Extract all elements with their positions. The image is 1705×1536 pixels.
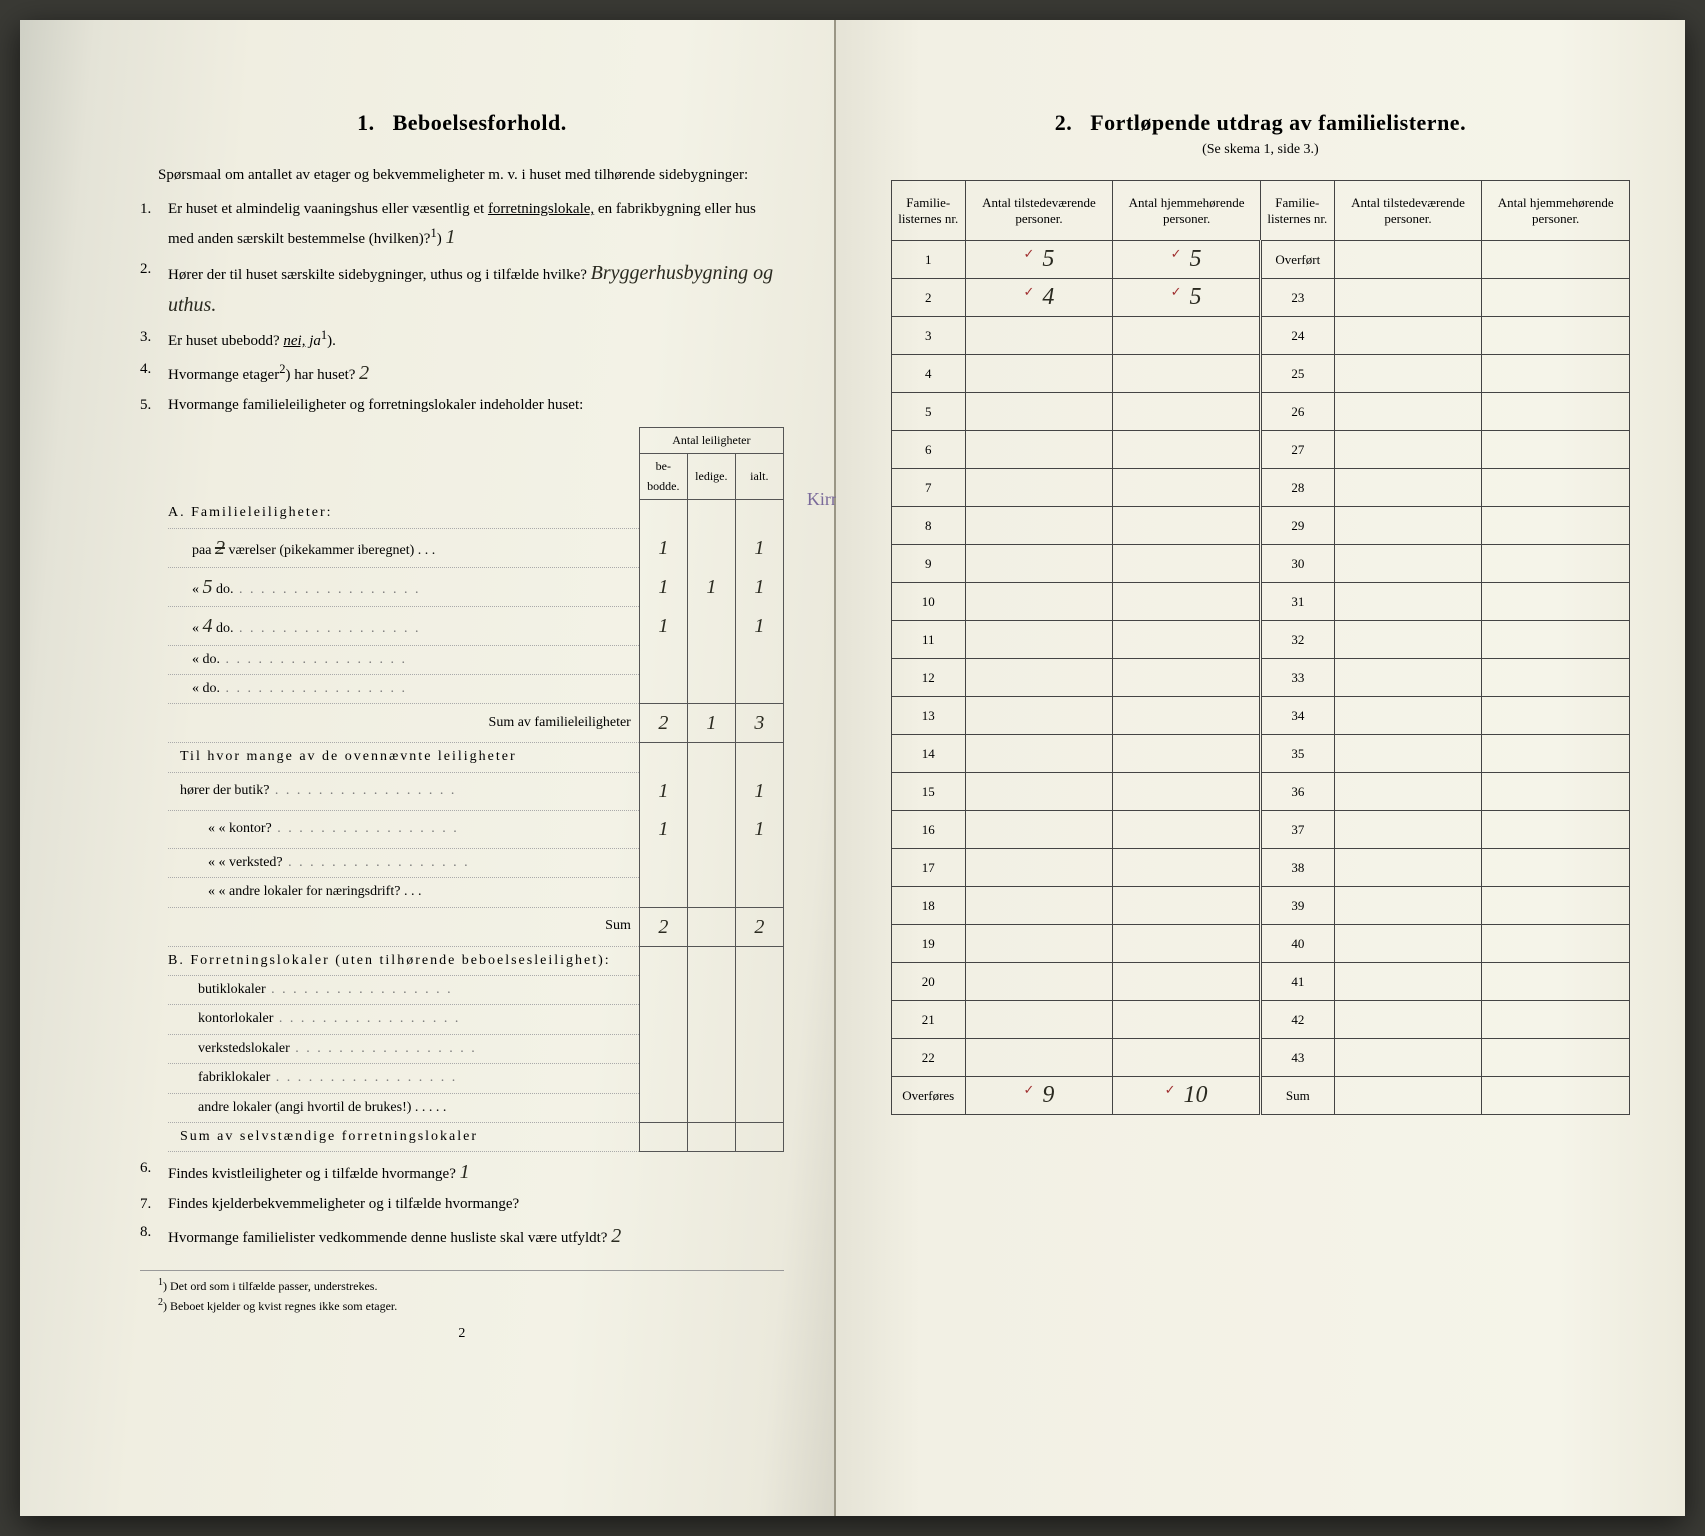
table-row: 728: [891, 469, 1629, 507]
right-subtitle: (Se skema 1, side 3.): [891, 142, 1630, 158]
b-heading: B. Forretningslokaler (uten tilhørende b…: [168, 953, 611, 968]
col-h3: Antal hjemmehørende personer.: [1113, 181, 1261, 241]
q1-underlined: forretningslokale,: [488, 201, 594, 217]
overfores-label: Overføres: [891, 1077, 965, 1115]
table-row: 526: [891, 393, 1629, 431]
a-sum-label: Sum av familieleiligheter: [168, 704, 639, 743]
table-row: 627: [891, 431, 1629, 469]
table-row: 1132: [891, 621, 1629, 659]
left-title: 1. Beboelsesforhold.: [140, 110, 784, 136]
table-row: 1233: [891, 659, 1629, 697]
family-table: Familie-listernes nr. Antal tilstedevære…: [891, 180, 1630, 1115]
q8-fill: 2: [611, 1225, 621, 1247]
q1: Er huset et almindelig vaaningshus eller…: [140, 197, 784, 253]
table-row: 1637: [891, 811, 1629, 849]
right-page: 2.Fortløpende utdrag av familielisterne.…: [836, 20, 1685, 1516]
left-page: 1. Beboelsesforhold. Spørsmaal om antalle…: [20, 20, 836, 1516]
table-row: 1334: [891, 697, 1629, 735]
table-row: 1435: [891, 735, 1629, 773]
q6-fill: 1: [460, 1161, 470, 1183]
q3: Er huset ubebodd? nei, ja1).: [140, 325, 784, 353]
q3-nei: nei,: [283, 333, 305, 349]
q2: Hører der til huset særskilte sidebygnin…: [140, 257, 784, 321]
table-row: 1738: [891, 849, 1629, 887]
table-row: 1✓5✓5Overført: [891, 241, 1629, 279]
table-row: 324: [891, 317, 1629, 355]
col-h1b: Familie-listernes nr.: [1260, 181, 1334, 241]
table-row: 829: [891, 507, 1629, 545]
table-row: 1839: [891, 887, 1629, 925]
table-row: 425: [891, 355, 1629, 393]
q7: Findes kjelderbekvemmeligheter og i tilf…: [140, 1192, 784, 1216]
table-row: 1031: [891, 583, 1629, 621]
q1-fill: 1: [445, 226, 455, 248]
intro-text: Spørsmaal om antallet av etager og bekve…: [140, 164, 784, 187]
q4: Hvormange etager2) har huset? 2: [140, 357, 784, 389]
table-row: 2041: [891, 963, 1629, 1001]
table-row: 2142: [891, 1001, 1629, 1039]
sum-label: Sum: [1260, 1077, 1334, 1115]
foot-a: ✓9: [965, 1077, 1113, 1115]
q6: Findes kvistleiligheter og i tilfælde hv…: [140, 1156, 784, 1188]
footnotes: 1) Det ord som i tilfælde passer, unders…: [140, 1270, 784, 1314]
right-title: 2.Fortløpende utdrag av familielisterne.: [891, 110, 1630, 136]
col-h3b: Antal hjemmehørende personer.: [1482, 181, 1630, 241]
left-title-num: 1.: [357, 110, 375, 135]
col-h2b: Antal tilstedeværende personer.: [1334, 181, 1482, 241]
col-h2: Antal tilstedeværende personer.: [965, 181, 1113, 241]
table-row: 1940: [891, 925, 1629, 963]
book-spread: 1. Beboelsesforhold. Spørsmaal om antalle…: [20, 20, 1685, 1516]
left-title-text: Beboelsesforhold.: [393, 110, 567, 135]
table-row: 1536: [891, 773, 1629, 811]
q4-fill: 2: [359, 362, 369, 384]
a-heading: A. Familieleiligheter:: [168, 505, 333, 520]
table-row: 2243: [891, 1039, 1629, 1077]
apartments-table: Antal leiligheter be-bodde. ledige. ialt…: [168, 427, 784, 1152]
col-h1: Familie-listernes nr.: [891, 181, 965, 241]
questions-list: Er huset et almindelig vaaningshus eller…: [140, 197, 784, 1252]
table-row: 2✓4✓523: [891, 279, 1629, 317]
q5: Hvormange familieleiligheter og forretni…: [140, 393, 784, 1152]
foot-b: ✓10: [1113, 1077, 1261, 1115]
table-row: 930: [891, 545, 1629, 583]
q8: Hvormange familielister vedkommende denn…: [140, 1220, 784, 1252]
footer-row: Overføres ✓9 ✓10 Sum: [891, 1077, 1629, 1115]
tbl-head: Antal leiligheter: [639, 428, 783, 454]
page-number: 2: [140, 1326, 784, 1342]
